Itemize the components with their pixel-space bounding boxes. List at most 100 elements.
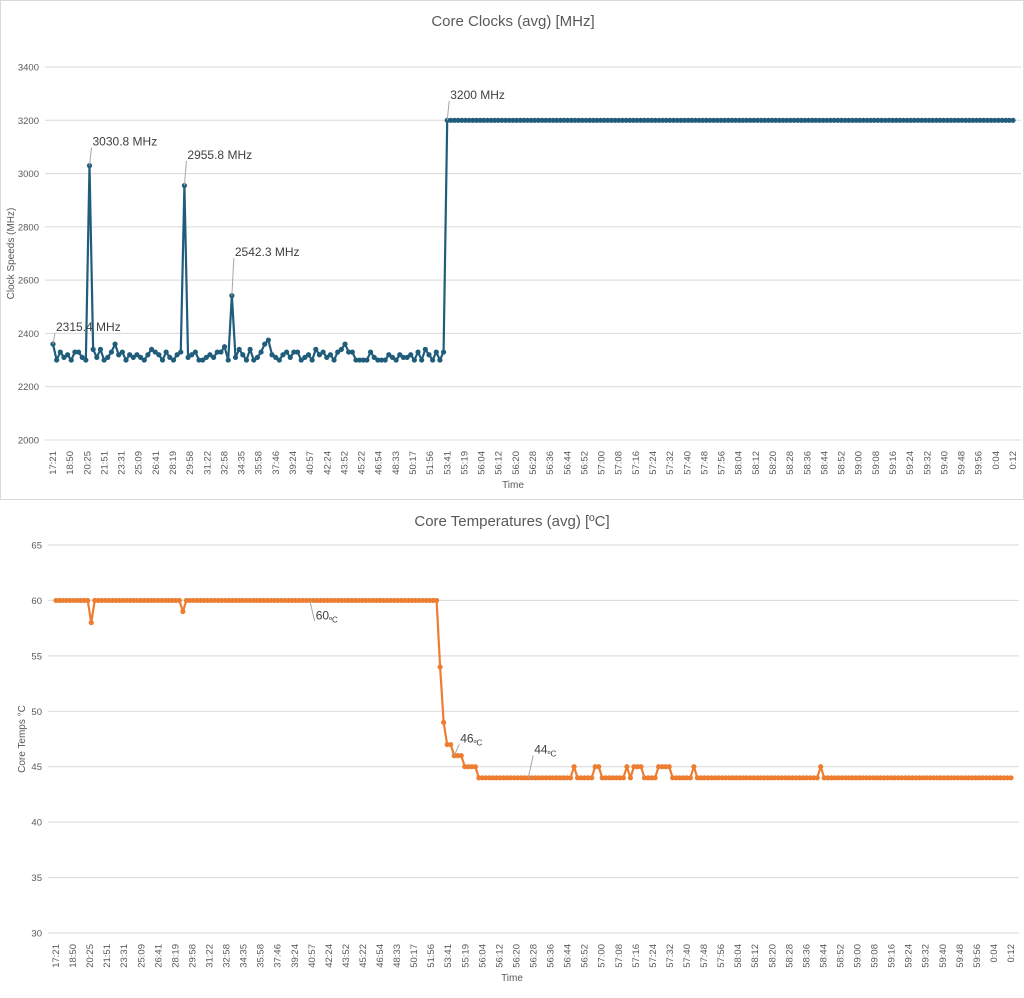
data-point [459, 117, 465, 123]
data-point [754, 117, 761, 123]
data-point [722, 117, 728, 123]
data-point [1006, 117, 1012, 123]
data-point [54, 357, 60, 363]
annotation-leader [183, 160, 187, 186]
data-point [878, 117, 885, 123]
data-point [342, 341, 348, 347]
data-point [284, 349, 290, 355]
y-tick-label: 2800 [18, 222, 39, 233]
data-point [666, 764, 672, 770]
data-point [758, 117, 764, 123]
data-label: 46ºC [460, 731, 482, 747]
y-tick-label: 3400 [18, 63, 39, 74]
data-point [952, 117, 958, 123]
data-point [123, 357, 129, 363]
data-point [565, 117, 571, 123]
x-tick-label: 25:09 [136, 944, 147, 968]
data-point [426, 352, 432, 358]
data-point [466, 117, 472, 123]
data-point [769, 117, 775, 123]
data-label: 3200 MHz [450, 88, 505, 102]
data-point [860, 117, 866, 123]
data-point [984, 117, 991, 123]
data-point [386, 352, 392, 358]
x-tick-label: 59:00 [854, 451, 865, 475]
x-tick-label: 0:12 [1008, 451, 1019, 470]
x-tick-label: 59:32 [922, 451, 933, 475]
x-tick-label: 57:00 [597, 944, 608, 968]
x-tick-label: 39:24 [290, 944, 301, 968]
data-point [689, 117, 695, 123]
annotation-leader [453, 744, 460, 756]
x-tick-label: 59:48 [955, 944, 966, 968]
data-point [294, 349, 301, 355]
data-point [838, 117, 845, 123]
x-tick-label: 56:04 [477, 944, 488, 968]
data-point [324, 354, 330, 361]
data-point [404, 354, 410, 361]
data-point [714, 117, 720, 123]
data-point [320, 349, 326, 355]
y-axis-title: Clock Speeds (MHz) [6, 208, 17, 300]
x-tick-label: 57:24 [648, 451, 659, 475]
data-point [557, 117, 563, 123]
x-tick-label: 57:40 [682, 944, 693, 968]
x-tick-label: 48:33 [391, 451, 402, 475]
data-point [472, 764, 478, 770]
data-point [919, 117, 925, 123]
x-tick-label: 56:20 [511, 451, 522, 475]
data-point [221, 344, 228, 350]
y-tick-label: 60 [31, 596, 42, 607]
x-tick-label: 57:48 [699, 451, 710, 475]
data-point [875, 117, 881, 123]
data-point [441, 719, 447, 725]
x-tick-label: 53:41 [443, 944, 454, 968]
data-point [827, 117, 834, 123]
data-point [528, 117, 534, 123]
data-point [900, 117, 907, 123]
data-point [579, 117, 585, 123]
data-point [440, 349, 447, 355]
data-point [269, 352, 275, 358]
x-tick-label: 59:48 [957, 451, 968, 475]
x-tick-label: 59:56 [974, 451, 985, 475]
data-point [85, 597, 91, 604]
x-tick-label: 17:21 [51, 944, 62, 968]
data-point [691, 764, 697, 770]
x-tick-label: 59:40 [938, 944, 949, 968]
x-tick-label: 42:24 [322, 451, 333, 475]
data-point [141, 357, 147, 363]
data-point [908, 117, 914, 123]
data-point [112, 341, 118, 347]
data-point [510, 117, 516, 123]
data-point [353, 357, 359, 363]
y-tick-label: 40 [31, 818, 42, 829]
data-point [678, 117, 684, 123]
x-tick-label: 57:32 [665, 944, 676, 968]
data-point [400, 354, 407, 361]
data-point [656, 117, 662, 123]
data-point [375, 357, 381, 363]
data-point [809, 117, 815, 123]
data-point [83, 357, 89, 363]
data-point [455, 117, 461, 123]
data-point [732, 117, 739, 123]
data-point [795, 117, 801, 123]
x-tick-label: 57:08 [614, 944, 625, 968]
data-point [816, 117, 823, 123]
data-point [488, 117, 494, 123]
data-point [411, 357, 417, 363]
data-point [415, 349, 421, 355]
data-point [61, 354, 67, 361]
data-label-unit: ºC [474, 738, 483, 747]
x-tick-label: 59:00 [853, 944, 864, 968]
data-point [108, 349, 114, 355]
data-point [258, 349, 264, 355]
data-point [539, 117, 545, 123]
data-point [999, 117, 1005, 123]
data-point [546, 117, 553, 123]
x-tick-label: 57:24 [648, 944, 659, 968]
data-point [148, 346, 155, 353]
data-point [641, 117, 647, 123]
data-point [305, 352, 312, 358]
